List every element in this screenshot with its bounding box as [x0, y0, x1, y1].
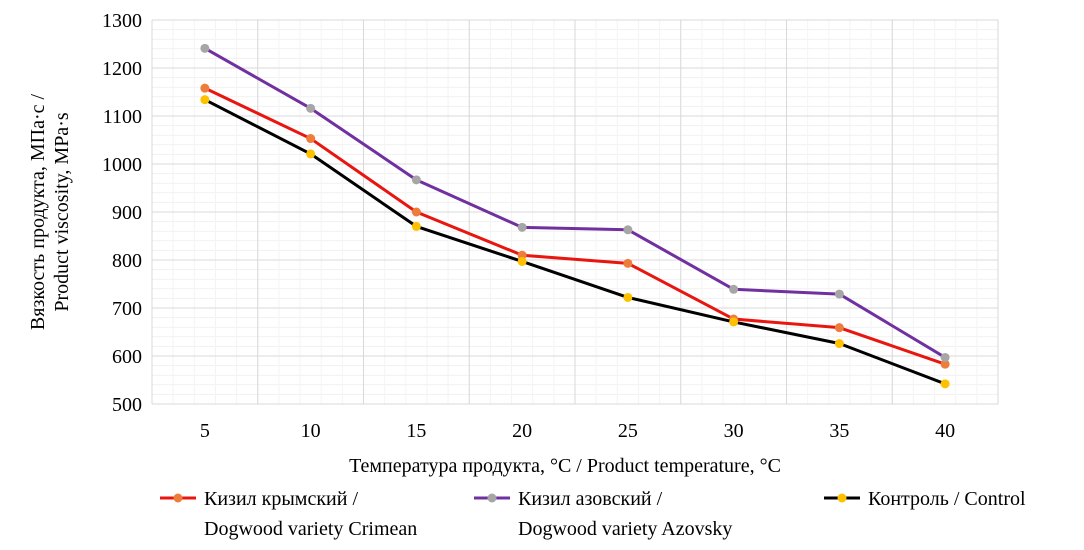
- data-point: [411, 175, 421, 185]
- y-tick-label: 500: [112, 394, 142, 416]
- legend-item: Кизил азовский / Dogwood variety Azovsky: [474, 488, 732, 540]
- x-tick-label: 5: [200, 420, 210, 442]
- legend-label: Dogwood variety Azovsky: [518, 518, 732, 540]
- series-line: [204, 86, 946, 366]
- legend-label: Dogwood variety Crimean: [204, 518, 417, 540]
- legend: Кизил крымский /Dogwood variety CrimeanК…: [160, 488, 1026, 540]
- y-tick-label: 1100: [103, 106, 142, 128]
- legend-item: Кизил крымский / Dogwood variety Crimean: [160, 488, 417, 540]
- series-line: [204, 98, 946, 386]
- data-point: [200, 83, 210, 93]
- data-point: [200, 95, 210, 105]
- data-point: [517, 250, 527, 260]
- data-point: [306, 103, 316, 113]
- data-point: [940, 352, 950, 362]
- grid: [151, 19, 999, 405]
- x-tick-label: 20: [512, 420, 532, 442]
- data-point: [517, 222, 527, 232]
- data-point: [306, 134, 316, 144]
- y-axis-title-line: Product viscosity, MPa·s: [51, 112, 73, 311]
- series: [200, 43, 950, 389]
- y-tick-label: 1000: [102, 154, 142, 176]
- legend-marker-swatch: [173, 493, 183, 503]
- series-group: [200, 43, 950, 362]
- x-tick-label: 40: [935, 420, 955, 442]
- y-tick-label: 600: [112, 346, 142, 368]
- legend-marker-swatch: [487, 493, 497, 503]
- data-point: [834, 323, 844, 333]
- y-axis-title-line: Вязкость продукта, МПа·с /: [27, 93, 49, 330]
- data-point: [517, 256, 527, 266]
- legend-item: Контроль / Control: [824, 488, 1026, 510]
- legend-label: Контроль / Control: [868, 488, 1026, 510]
- axis-titles: Температура продукта, °C / Product tempe…: [27, 93, 781, 477]
- data-point: [411, 221, 421, 231]
- data-point: [200, 43, 210, 53]
- data-point: [623, 258, 633, 268]
- data-point: [940, 359, 950, 369]
- data-point: [940, 379, 950, 389]
- y-tick-label: 900: [112, 202, 142, 224]
- legend-label: Кизил крымский /: [204, 488, 358, 510]
- y-tick-label: 800: [112, 250, 142, 272]
- x-tick-label: 30: [724, 420, 744, 442]
- legend-label: Кизил азовский /: [518, 488, 663, 510]
- x-tick-label: 35: [829, 420, 849, 442]
- axis-ticks: 500 600 700 800 900 1000 1100 1200 1300 5 10 15 20 25…: [102, 10, 955, 442]
- data-point: [834, 339, 844, 349]
- legend-marker-swatch: [837, 493, 847, 503]
- series-group: [200, 95, 950, 389]
- y-tick-label: 700: [112, 298, 142, 320]
- x-tick-label: 15: [406, 420, 426, 442]
- data-point: [306, 149, 316, 159]
- y-tick-label: 1200: [102, 58, 142, 80]
- y-axis-title: Вязкость продукта, МПа·с / Product viscos…: [27, 93, 73, 330]
- data-point: [623, 292, 633, 302]
- data-point: [729, 317, 739, 327]
- series-line: [204, 47, 946, 359]
- data-point: [411, 207, 421, 217]
- x-tick-label: 25: [618, 420, 638, 442]
- x-tick-label: 10: [301, 420, 321, 442]
- data-point: [623, 225, 633, 235]
- x-axis-title: Температура продукта, °C / Product tempe…: [349, 455, 781, 477]
- data-point: [834, 289, 844, 299]
- y-tick-label: 1300: [102, 10, 142, 32]
- data-point: [729, 284, 739, 294]
